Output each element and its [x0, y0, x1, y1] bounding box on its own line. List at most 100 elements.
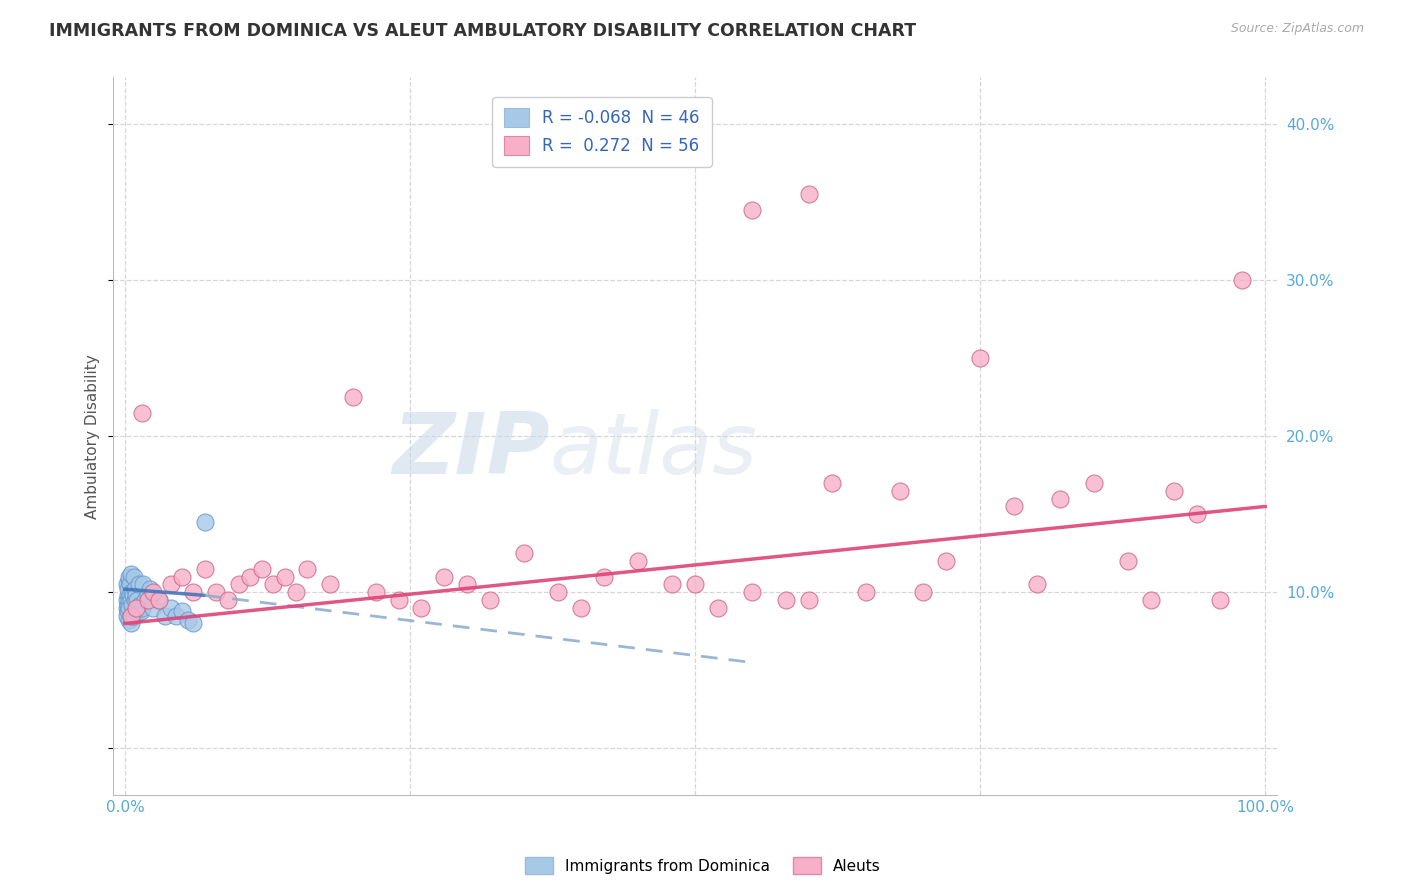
Point	[124, 582, 146, 596]
Point	[125, 600, 148, 615]
Point	[117, 588, 139, 602]
Point	[118, 577, 141, 591]
Legend: Immigrants from Dominica, Aleuts: Immigrants from Dominica, Aleuts	[519, 851, 887, 880]
Point	[513, 546, 536, 560]
Point	[136, 593, 159, 607]
Point	[181, 585, 204, 599]
Point	[1083, 476, 1105, 491]
Point	[797, 187, 820, 202]
Point	[821, 476, 844, 491]
Point	[148, 593, 170, 607]
Point	[284, 585, 307, 599]
Point	[122, 588, 145, 602]
Point	[165, 608, 187, 623]
Text: atlas: atlas	[550, 409, 758, 492]
Point	[217, 593, 239, 607]
Point	[139, 582, 162, 596]
Point	[239, 569, 262, 583]
Point	[592, 569, 614, 583]
Point	[121, 585, 143, 599]
Point	[262, 577, 284, 591]
Point	[683, 577, 706, 591]
Point	[118, 600, 141, 615]
Point	[547, 585, 569, 599]
Point	[1026, 577, 1049, 591]
Point	[115, 600, 138, 615]
Point	[125, 604, 148, 618]
Point	[125, 588, 148, 602]
Point	[181, 616, 204, 631]
Point	[117, 604, 139, 618]
Point	[176, 613, 198, 627]
Point	[131, 600, 153, 615]
Point	[433, 569, 456, 583]
Point	[115, 608, 138, 623]
Point	[124, 593, 146, 607]
Point	[129, 604, 152, 618]
Point	[120, 616, 142, 631]
Point	[132, 577, 155, 591]
Point	[153, 608, 176, 623]
Point	[118, 569, 141, 583]
Point	[117, 598, 139, 612]
Point	[273, 569, 295, 583]
Point	[912, 585, 935, 599]
Point	[136, 588, 159, 602]
Point	[120, 608, 142, 623]
Point	[364, 585, 387, 599]
Point	[1232, 273, 1254, 287]
Point	[134, 593, 156, 607]
Point	[118, 593, 141, 607]
Point	[478, 593, 501, 607]
Point	[935, 554, 957, 568]
Point	[194, 562, 217, 576]
Point	[855, 585, 877, 599]
Point	[120, 608, 142, 623]
Y-axis label: Ambulatory Disability: Ambulatory Disability	[86, 354, 100, 518]
Point	[741, 202, 763, 217]
Point	[170, 569, 193, 583]
Point	[159, 600, 181, 615]
Point	[159, 577, 181, 591]
Point	[228, 577, 250, 591]
Point	[297, 562, 319, 576]
Point	[456, 577, 478, 591]
Point	[170, 604, 193, 618]
Point	[142, 585, 165, 599]
Point	[1163, 483, 1185, 498]
Point	[1208, 593, 1230, 607]
Point	[342, 390, 364, 404]
Point	[131, 406, 153, 420]
Legend: R = -0.068  N = 46, R =  0.272  N = 56: R = -0.068 N = 46, R = 0.272 N = 56	[492, 96, 711, 167]
Point	[118, 613, 141, 627]
Point	[122, 569, 145, 583]
Point	[411, 600, 433, 615]
Point	[627, 554, 650, 568]
Point	[127, 593, 149, 607]
Point	[969, 351, 991, 366]
Text: Source: ZipAtlas.com: Source: ZipAtlas.com	[1230, 22, 1364, 36]
Point	[194, 515, 217, 529]
Point	[118, 588, 141, 602]
Point	[121, 598, 143, 612]
Point	[120, 593, 142, 607]
Point	[118, 573, 141, 587]
Point	[661, 577, 683, 591]
Point	[1002, 500, 1025, 514]
Point	[569, 600, 592, 615]
Text: 100.0%: 100.0%	[1236, 800, 1294, 814]
Point	[117, 582, 139, 596]
Point	[797, 593, 820, 607]
Point	[707, 600, 730, 615]
Text: IMMIGRANTS FROM DOMINICA VS ALEUT AMBULATORY DISABILITY CORRELATION CHART: IMMIGRANTS FROM DOMINICA VS ALEUT AMBULA…	[49, 22, 917, 40]
Text: 0.0%: 0.0%	[105, 800, 145, 814]
Point	[1116, 554, 1139, 568]
Point	[205, 585, 228, 599]
Point	[775, 593, 797, 607]
Point	[250, 562, 273, 576]
Point	[889, 483, 911, 498]
Point	[1140, 593, 1163, 607]
Point	[1185, 508, 1208, 522]
Point	[142, 600, 165, 615]
Point	[128, 577, 150, 591]
